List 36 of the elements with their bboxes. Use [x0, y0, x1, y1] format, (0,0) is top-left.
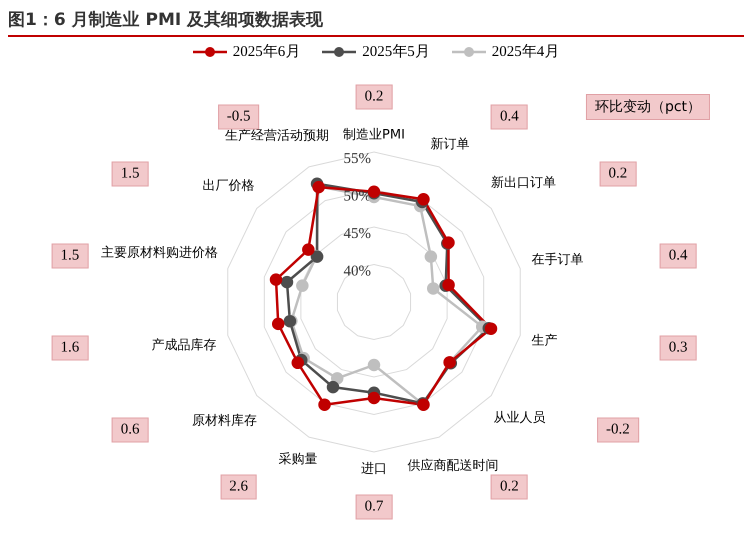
spoke-label: 原材料库存 — [192, 414, 258, 429]
chart-title: 图1：6 月制造业 PMI 及其细项数据表现 — [8, 8, 744, 37]
text: 1.5 — [51, 244, 88, 269]
text: 0.7 — [356, 494, 392, 520]
spoke-label: 生产 — [532, 333, 558, 348]
spoke-label: 新出口订单 — [490, 175, 556, 190]
y-tick-label: 40% — [344, 264, 371, 280]
text: 0.2 — [356, 84, 392, 110]
spoke-label: 出厂价格 — [202, 178, 255, 194]
text: 0.2 — [600, 162, 636, 187]
text: 0.6 — [112, 417, 148, 442]
legend-label: 2025年4月 — [492, 43, 560, 61]
spoke-label: 产成品库存 — [151, 338, 216, 353]
text: 1.5 — [112, 162, 148, 187]
text: 0.2 — [490, 474, 528, 500]
text: 0.4 — [490, 104, 528, 130]
spoke-label: 新订单 — [430, 136, 470, 152]
spoke-label: 在手订单 — [531, 252, 584, 268]
legend-label: 2025年6月 — [232, 43, 300, 61]
text: -0.5 — [218, 104, 260, 130]
text: -0.2 — [597, 417, 639, 442]
text: 1.6 — [51, 335, 88, 360]
text: 环比变动（pct） — [586, 94, 710, 120]
spoke-label: 供应商配送时间 — [407, 457, 498, 474]
spoke-label: 从业人员 — [493, 410, 546, 426]
spoke-label: 生产经营活动预期 — [225, 128, 330, 144]
spoke-label: 采购量 — [278, 452, 318, 468]
y-tick-label: 45% — [344, 226, 371, 242]
text: 0.4 — [660, 244, 697, 269]
text: 2.6 — [220, 474, 257, 500]
spoke-label: 主要原材料购进价格 — [101, 244, 218, 261]
y-tick-label: 55% — [344, 151, 371, 167]
spoke-label: 制造业PMI — [343, 128, 405, 142]
legend-label: 2025年5月 — [362, 43, 430, 61]
spoke-label: 进口 — [361, 462, 387, 476]
text: 0.3 — [660, 335, 697, 360]
